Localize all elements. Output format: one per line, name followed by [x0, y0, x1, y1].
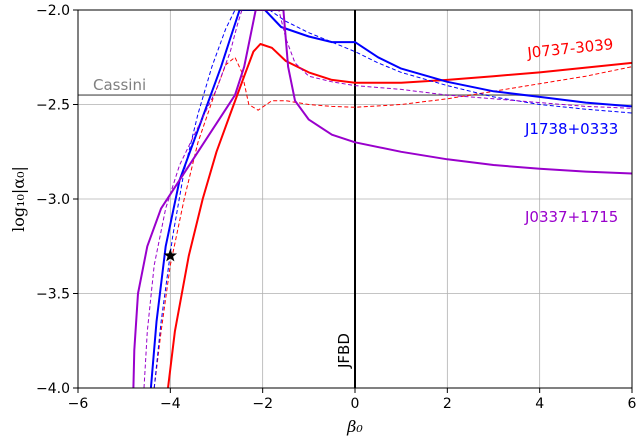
x-tick-label: −6 — [68, 396, 89, 412]
series-line — [132, 10, 632, 388]
series-label: J0337+1715 — [524, 208, 618, 226]
data-series — [132, 10, 632, 388]
series-line — [143, 10, 632, 388]
series-line — [149, 10, 632, 388]
y-tick-label: −3.0 — [36, 192, 70, 208]
x-axis-label: β₀ — [346, 417, 363, 436]
series-label: J1738+0333 — [524, 120, 618, 138]
y-axis-label: log₁₀|α₀| — [9, 166, 28, 232]
y-tick-label: −4.0 — [36, 381, 70, 397]
x-tick-label: 6 — [628, 396, 636, 412]
x-tick-label: 0 — [351, 396, 360, 412]
markers — [163, 248, 177, 262]
y-tick-label: −2.5 — [36, 98, 70, 114]
series-line — [153, 10, 632, 388]
star-marker — [163, 248, 177, 262]
x-tick-label: −2 — [252, 396, 273, 412]
series-line — [167, 43, 632, 388]
cassini-label: Cassini — [93, 76, 146, 94]
x-tick-label: 4 — [535, 396, 544, 412]
series-label: J0737-3039 — [526, 35, 615, 62]
x-tick-label: −4 — [160, 396, 181, 412]
y-tick-label: −3.5 — [36, 287, 70, 303]
series-line — [153, 56, 632, 388]
x-axis-ticks: −6 −4 −2 0 2 4 6 — [68, 388, 636, 412]
x-tick-label: 2 — [443, 396, 452, 412]
reference-lines — [78, 10, 632, 388]
y-tick-label: −2.0 — [36, 3, 70, 19]
jfbd-label: JFBD — [335, 333, 353, 369]
y-axis-ticks: −4.0 −3.5 −3.0 −2.5 −2.0 — [36, 3, 78, 397]
